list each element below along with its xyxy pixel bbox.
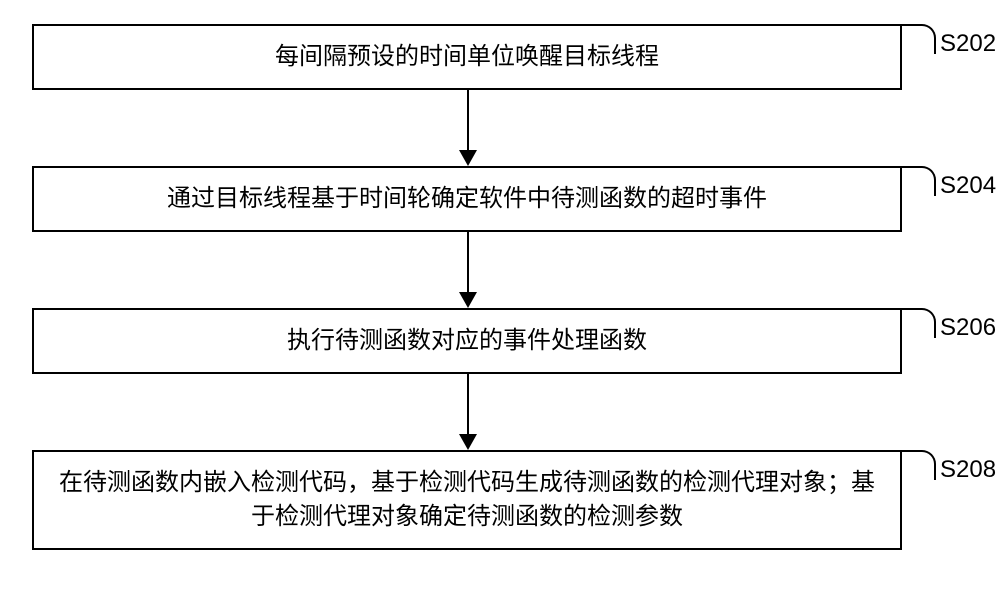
step-text: 在待测函数内嵌入检测代码，基于检测代码生成待测函数的检测代理对象；基于检测代理对… <box>54 466 880 533</box>
arrow-line <box>467 90 469 150</box>
step-text: 通过目标线程基于时间轮确定软件中待测函数的超时事件 <box>167 182 767 216</box>
label-connector-s206 <box>902 308 936 338</box>
label-connector-s208 <box>902 450 936 480</box>
arrow-head <box>459 292 477 308</box>
label-connector-s204 <box>902 166 936 196</box>
step-box-s204: 通过目标线程基于时间轮确定软件中待测函数的超时事件 <box>32 166 902 232</box>
step-text: 执行待测函数对应的事件处理函数 <box>287 324 647 358</box>
step-box-s206: 执行待测函数对应的事件处理函数 <box>32 308 902 374</box>
step-label-s202: S202 <box>940 30 996 58</box>
step-label-s208: S208 <box>940 456 996 484</box>
arrow-line <box>467 374 469 434</box>
step-text: 每间隔预设的时间单位唤醒目标线程 <box>275 40 659 74</box>
arrow-line <box>467 232 469 292</box>
arrow-head <box>459 434 477 450</box>
step-box-s202: 每间隔预设的时间单位唤醒目标线程 <box>32 24 902 90</box>
step-label-s204: S204 <box>940 172 996 200</box>
step-box-s208: 在待测函数内嵌入检测代码，基于检测代码生成待测函数的检测代理对象；基于检测代理对… <box>32 450 902 550</box>
label-connector-s202 <box>902 24 936 54</box>
arrow-head <box>459 150 477 166</box>
step-label-s206: S206 <box>940 314 996 342</box>
flowchart-canvas: 每间隔预设的时间单位唤醒目标线程 S202 通过目标线程基于时间轮确定软件中待测… <box>0 0 1000 593</box>
